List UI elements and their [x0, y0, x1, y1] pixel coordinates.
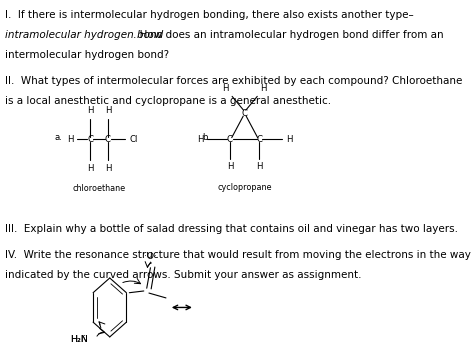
Text: H: H [286, 135, 292, 144]
Text: C: C [105, 135, 111, 144]
Text: intermolecular hydrogen bond?: intermolecular hydrogen bond? [5, 50, 169, 60]
Text: indicated by the curved arrows. Submit your answer as assignment.: indicated by the curved arrows. Submit y… [5, 270, 362, 280]
Text: . How does an intramolecular hydrogen bond differ from an: . How does an intramolecular hydrogen bo… [133, 30, 444, 40]
Text: chloroethane: chloroethane [73, 184, 126, 193]
Text: a.: a. [55, 133, 62, 142]
Text: C: C [242, 109, 248, 118]
Text: H: H [87, 106, 93, 115]
Text: intramolecular hydrogen bond: intramolecular hydrogen bond [5, 30, 164, 40]
Text: H: H [67, 135, 73, 144]
Text: I.  If there is intermolecular hydrogen bonding, there also exists another type–: I. If there is intermolecular hydrogen b… [5, 10, 414, 20]
Text: III.  Explain why a bottle of salad dressing that contains oil and vinegar has t: III. Explain why a bottle of salad dress… [5, 224, 458, 234]
Text: H₂N: H₂N [70, 335, 88, 344]
Text: C: C [256, 135, 263, 144]
Text: b.: b. [202, 133, 210, 142]
Text: H: H [227, 162, 233, 171]
Text: C: C [227, 135, 233, 144]
Text: ·O·: ·O· [144, 252, 157, 261]
Text: H: H [105, 106, 111, 115]
Text: IV.  Write the resonance structure that would result from moving the electrons i: IV. Write the resonance structure that w… [5, 250, 471, 260]
Text: H₂N̈: H₂N̈ [70, 335, 88, 344]
Text: II.  What types of intermolecular forces are exhibited by each compound? Chloroe: II. What types of intermolecular forces … [5, 76, 463, 86]
Text: cyclopropane: cyclopropane [218, 183, 272, 192]
Text: H: H [222, 84, 229, 93]
Text: H: H [197, 135, 203, 144]
Text: H: H [261, 84, 267, 93]
Text: H: H [87, 164, 93, 173]
Text: Cl: Cl [130, 135, 138, 144]
Text: is a local anesthetic and cyclopropane is a general anesthetic.: is a local anesthetic and cyclopropane i… [5, 96, 331, 106]
Text: H: H [256, 162, 263, 171]
Text: H: H [105, 164, 111, 173]
Text: C: C [87, 135, 93, 144]
